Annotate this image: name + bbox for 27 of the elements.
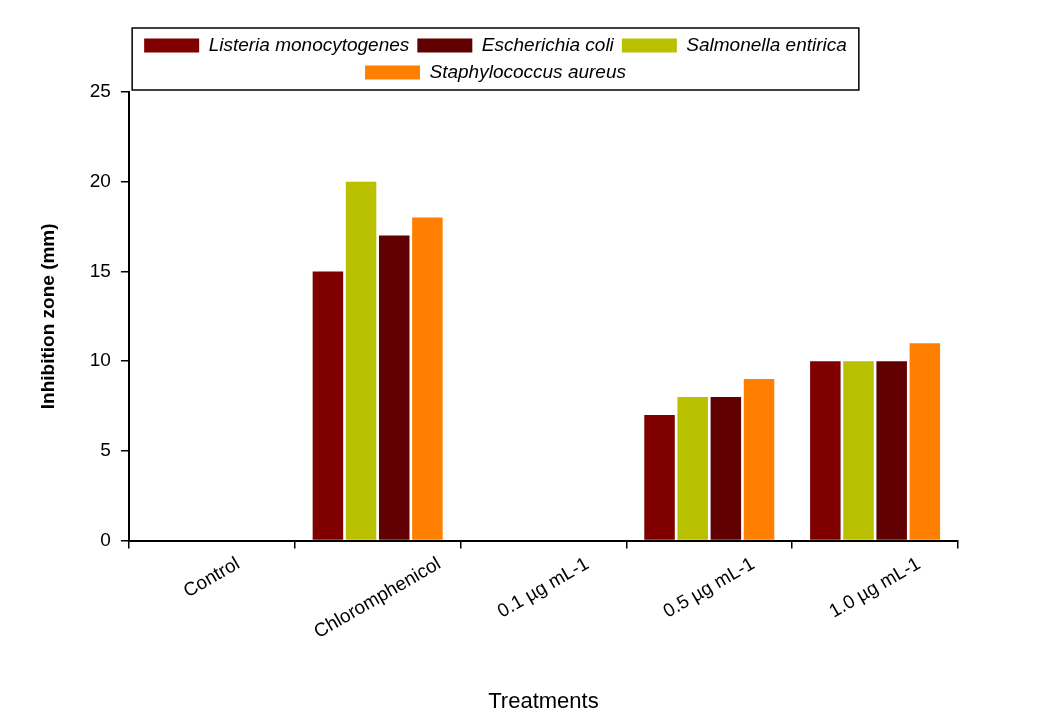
x-tick-label: 0.5 µg mL-1 (659, 552, 758, 622)
bar (644, 414, 675, 540)
x-tick-label: 0.1 µg mL-1 (493, 552, 593, 622)
bar (312, 271, 344, 540)
y-tick-label: 0 (100, 528, 111, 550)
bar (909, 343, 941, 540)
y-axis-title: Inhibition zone (mm) (36, 223, 58, 410)
bar (345, 181, 377, 540)
x-axis-title: Treatments (488, 687, 599, 713)
y-tick-label: 5 (100, 439, 111, 461)
x-tick-label: 1.0 µg mL-1 (825, 552, 924, 622)
bar (810, 361, 841, 540)
bar (876, 361, 907, 540)
bar (710, 397, 742, 540)
y-tick-label: 10 (89, 349, 111, 371)
legend-label: Staphylococcus aureus (429, 60, 627, 82)
y-tick-label: 20 (89, 169, 111, 191)
bar (378, 235, 410, 540)
bar (843, 361, 874, 540)
legend-label: Salmonella entirica (686, 33, 847, 55)
legend-label: Escherichia coli (481, 33, 615, 55)
y-tick-label: 25 (89, 80, 111, 102)
bar (677, 397, 708, 540)
legend-label: Listeria monocytogenes (208, 33, 410, 55)
bar (743, 379, 775, 540)
y-tick-label: 15 (89, 259, 111, 281)
bar (412, 217, 443, 540)
